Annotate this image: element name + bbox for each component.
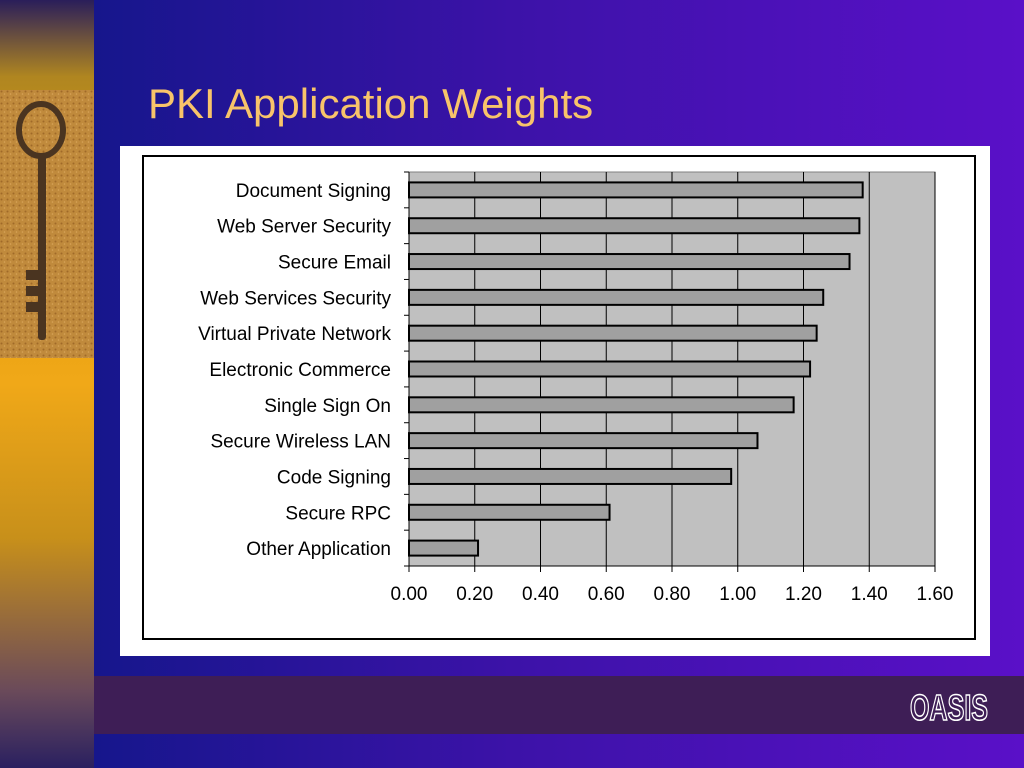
x-tick-label: 1.00	[719, 584, 756, 605]
x-tick-label: 1.60	[917, 584, 954, 605]
logo-text: OASIS	[910, 687, 988, 728]
bar	[408, 360, 812, 378]
category-label: Secure Wireless LAN	[210, 432, 391, 453]
bar	[408, 217, 861, 235]
category-label: Code Signing	[277, 467, 391, 488]
category-label: Other Application	[246, 539, 391, 560]
category-label: Electronic Commerce	[209, 360, 391, 381]
antique-key-icon	[0, 90, 94, 358]
bar	[408, 253, 851, 271]
x-tick-label: 0.20	[456, 584, 493, 605]
x-tick-label: 1.40	[851, 584, 888, 605]
footer-band	[94, 676, 1024, 734]
bar	[408, 503, 611, 521]
category-label: Single Sign On	[264, 396, 391, 417]
oasis-logo: OASIS	[909, 686, 989, 729]
bar	[408, 324, 818, 342]
x-tick-label: 0.80	[654, 584, 691, 605]
x-tick-label: 1.20	[785, 584, 822, 605]
x-tick-label: 0.00	[391, 584, 428, 605]
bar	[408, 288, 825, 306]
bar-chart: 0.00 0.20 0.40 0.60 0.80 1.00 1.20 1.40 1.60 Docu…	[142, 155, 976, 640]
bar	[408, 467, 733, 485]
category-label: Secure RPC	[285, 503, 391, 524]
bar	[408, 396, 795, 414]
category-label: Web Services Security	[200, 288, 391, 309]
bar	[408, 539, 480, 557]
slide-title: PKI Application Weights	[148, 80, 594, 127]
bar	[408, 432, 759, 450]
category-label: Document Signing	[236, 181, 391, 202]
bar	[408, 181, 864, 199]
category-label: Secure Email	[278, 253, 391, 274]
category-label: Web Server Security	[217, 217, 391, 238]
category-label: Virtual Private Network	[198, 324, 391, 345]
chart-panel: 0.00 0.20 0.40 0.60 0.80 1.00 1.20 1.40 1.60 Docu…	[120, 146, 990, 656]
x-tick-label: 0.40	[522, 584, 559, 605]
x-tick-label: 0.60	[588, 584, 625, 605]
